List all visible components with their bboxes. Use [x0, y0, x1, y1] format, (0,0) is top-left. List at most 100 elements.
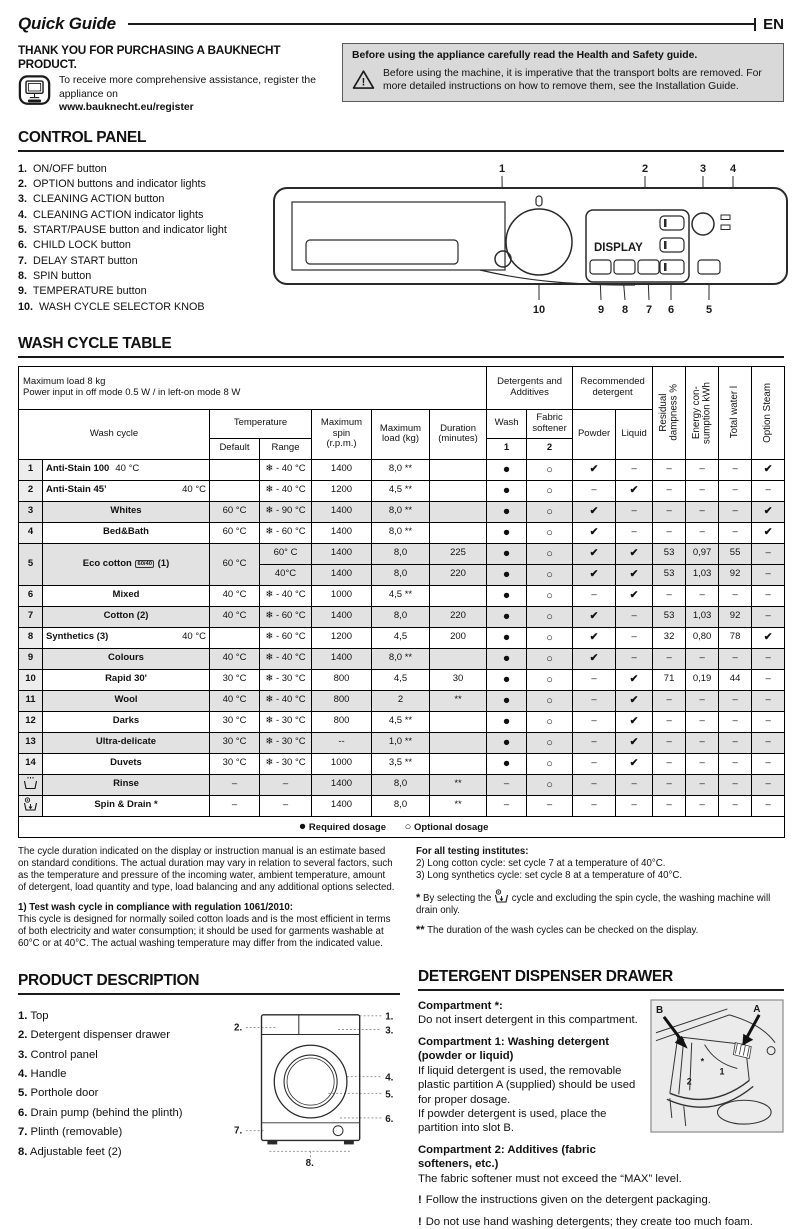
- svg-text:8.: 8.: [306, 1158, 314, 1167]
- temperature-range: ❄ - 40 °C: [259, 458, 312, 481]
- option-steam-value: –: [751, 605, 786, 628]
- knob-notch: [535, 194, 543, 207]
- default-temperature: 30 °C: [209, 710, 260, 733]
- softener-column-header: Fabric softener: [526, 408, 574, 439]
- energy-consumption-value: –: [685, 731, 720, 754]
- washer-diagram: 2. 7. 1. 3. 4. 5. 6. 8.: [234, 1012, 394, 1169]
- liquid-value: –: [615, 626, 654, 649]
- duration-minutes: [428, 752, 488, 775]
- temperature-range: ❄ - 60 °C: [259, 605, 312, 628]
- duration-minutes: [428, 584, 488, 607]
- wash-dosage: –: [486, 794, 528, 817]
- cycle-number: 10: [18, 668, 43, 691]
- register-url-link[interactable]: www.bauknecht.eu/register: [59, 102, 194, 114]
- svg-text:2.: 2.: [234, 1022, 242, 1033]
- energy-consumption-header: Energy con- sumption kWh: [685, 365, 720, 460]
- wash-cycle-row: 10 Rapid 30' 30 °C ❄ - 30 °C 800 4,5 30 ● ○ – ✔ 71 0…: [18, 668, 786, 691]
- wash-dosage: ●: [486, 521, 528, 544]
- cycle-number: 9: [18, 647, 43, 670]
- liquid-value: ✔: [615, 752, 654, 775]
- liquid-value: –: [615, 794, 654, 817]
- energy-consumption-value: –: [685, 710, 720, 733]
- control-panel-list-item: 4. CLEANING ACTION indicator lights: [18, 208, 204, 221]
- option-steam-value: ✔: [751, 500, 786, 523]
- wash-dosage: –: [486, 773, 528, 796]
- residual-dampness-value: –: [652, 521, 687, 544]
- spin-button: [613, 258, 636, 275]
- wash-cycle-row: 11 Wool 40 °C ❄ - 40 °C 800 2 ** ● ○ – ✔ – – – –: [18, 689, 786, 712]
- temperature-range: –: [259, 773, 312, 796]
- wash-dosage: ●: [486, 752, 528, 775]
- option-steam-value: –: [751, 773, 786, 796]
- liquid-value: –: [615, 500, 654, 523]
- dispenser-warnings: ! Follow the instructions given on the de…: [418, 1193, 784, 1229]
- option-steam-value: –: [751, 584, 786, 607]
- compartment-body: If liquid detergent is used, the removab…: [418, 1064, 636, 1135]
- svg-text:10: 10: [533, 304, 545, 316]
- liquid-value: ✔: [615, 710, 654, 733]
- product-list-item: 5. Porthole door: [18, 1087, 99, 1100]
- total-water-value: 92: [718, 605, 753, 628]
- residual-dampness-value: 71: [652, 668, 687, 691]
- cycle-number: 14: [18, 752, 43, 775]
- energy-consumption-value: –: [685, 752, 720, 775]
- powder-value: –: [572, 689, 617, 712]
- maximum-load: 8,0 **: [371, 458, 430, 481]
- liquid-value: ✔: [615, 668, 654, 691]
- duration-minutes: [428, 479, 488, 502]
- test-cycle-title: 1) Test wash cycle in compliance with re…: [18, 901, 293, 913]
- svg-text:8: 8: [622, 304, 628, 316]
- product-description-heading: PRODUCT DESCRIPTION: [18, 972, 400, 995]
- cycle-number: 7: [18, 605, 43, 628]
- maximum-load: 4,5 **: [371, 479, 430, 502]
- product-list-item: 7. Plinth (removable): [18, 1126, 123, 1139]
- svg-text:4: 4: [730, 163, 737, 175]
- default-temperature: 30 °C: [209, 668, 260, 691]
- max-load-header: Maximum load 8 kg Power input in off mod…: [17, 365, 488, 410]
- softener-dosage: ○: [526, 500, 574, 523]
- default-temp-header: Default: [209, 437, 260, 460]
- powder-value: ✔: [572, 626, 617, 649]
- register-text-block: To receive more comprehensive assistance…: [59, 74, 330, 115]
- maximum-spin: --: [311, 731, 372, 754]
- option-steam-value: –: [751, 752, 786, 775]
- energy-consumption-value: –: [685, 773, 720, 796]
- option-steam-value: –: [751, 563, 786, 586]
- softener-dosage: ○: [526, 710, 574, 733]
- option-steam-value: ✔: [751, 626, 786, 649]
- test-cycle-body: This cycle is designed for normally soil…: [18, 913, 391, 949]
- residual-dampness-value: –: [652, 794, 687, 817]
- svg-text:!: !: [362, 76, 366, 88]
- residual-dampness-value: 53: [652, 542, 687, 565]
- duration-minutes: 220: [428, 605, 488, 628]
- maximum-spin: 1200: [311, 479, 372, 502]
- liquid-value: –: [615, 773, 654, 796]
- duration-minutes: 225: [428, 542, 488, 565]
- maximum-load: 4,5 **: [371, 584, 430, 607]
- maximum-spin: 1400: [311, 605, 372, 628]
- intro-section: THANK YOU FOR PURCHASING A BAUKNECHT PRO…: [18, 43, 784, 115]
- safety-bold-line: Before using the appliance carefully rea…: [352, 50, 698, 61]
- maximum-spin: 800: [311, 689, 372, 712]
- option-steam-header: Option Steam: [751, 365, 786, 460]
- liquid-value: –: [615, 521, 654, 544]
- liquid-value: –: [615, 647, 654, 670]
- product-list-item: 4. Handle: [18, 1068, 67, 1081]
- powder-value: –: [572, 731, 617, 754]
- wash-cycle-table: Maximum load 8 kg Power input in off mod…: [17, 365, 786, 838]
- maximum-spin: 1400: [311, 458, 372, 481]
- drawer-diagram: B A 2 1 *: [650, 999, 784, 1133]
- total-water-value: –: [718, 458, 753, 481]
- cycle-name: Duvets: [42, 752, 210, 775]
- compartment-body: The fabric softener must not exceed the …: [418, 1172, 682, 1185]
- softener-dosage: ○: [526, 668, 574, 691]
- cleaning-action-button: [691, 211, 715, 236]
- page-title: Quick Guide: [18, 14, 116, 33]
- safety-warning-box: Before using the appliance carefully rea…: [342, 43, 784, 102]
- cycle-number: 13: [18, 731, 43, 754]
- total-water-value: –: [718, 479, 753, 502]
- wash-dosage: ●: [486, 479, 528, 502]
- control-panel-list-item: 2. OPTION buttons and indicator lights: [18, 177, 206, 190]
- option-steam-value: –: [751, 647, 786, 670]
- svg-text:5: 5: [706, 304, 712, 316]
